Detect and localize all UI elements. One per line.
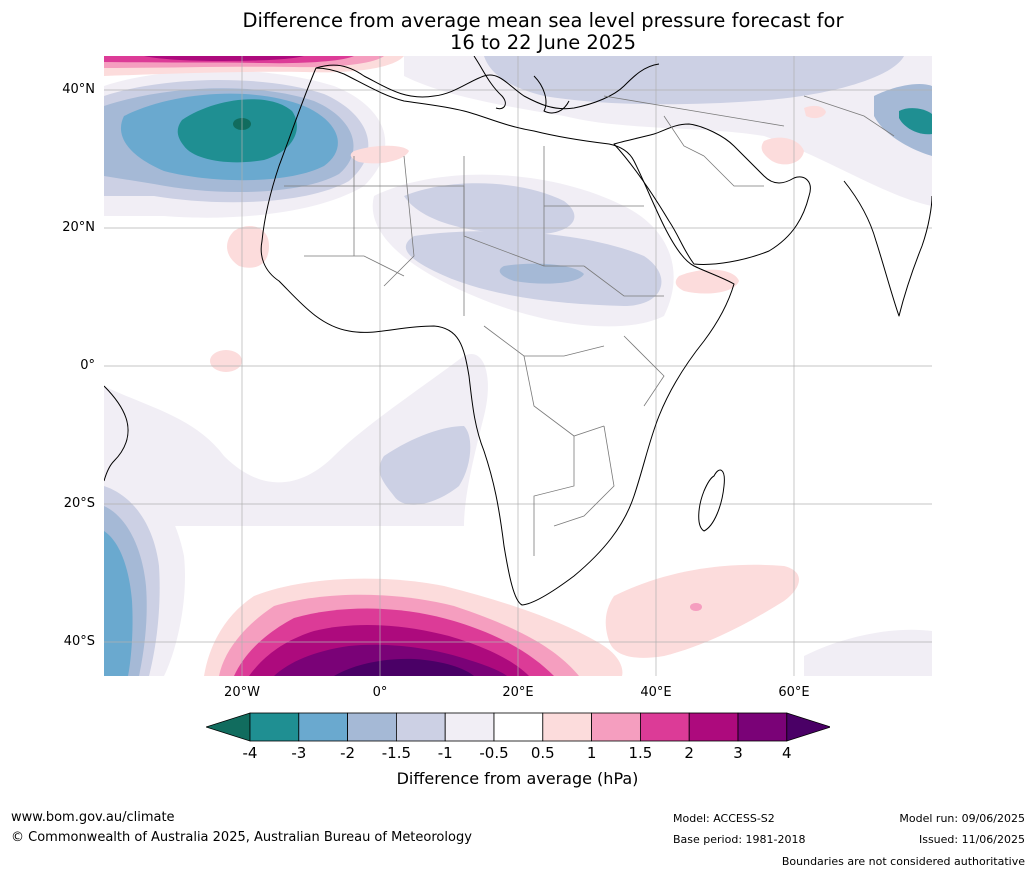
anomaly-horn-africa bbox=[675, 269, 739, 294]
colorbar-tick-label: -4 bbox=[242, 744, 258, 762]
arabia-coastline bbox=[613, 123, 811, 265]
colorbar-extend-low bbox=[206, 712, 251, 742]
colorbar-tick-label: 1.5 bbox=[628, 744, 653, 762]
madagascar-coastline bbox=[698, 469, 725, 532]
lon-label-60e: 60°E bbox=[778, 685, 810, 700]
anomaly-south-indian-ocean bbox=[605, 564, 799, 658]
colorbar-tick-label: 1 bbox=[586, 744, 597, 762]
colorbar-segment bbox=[493, 712, 544, 742]
anomaly-south-indian-spot bbox=[690, 603, 702, 611]
europe-coastline bbox=[315, 63, 660, 110]
south-america-coastline bbox=[104, 385, 129, 482]
anomaly-southeast-light bbox=[804, 629, 932, 676]
lat-label-0: 0° bbox=[80, 358, 95, 373]
lon-label-0: 0° bbox=[372, 685, 388, 700]
lon-label-20e: 20°E bbox=[502, 685, 534, 700]
colorbar-tick-label: -0.5 bbox=[479, 744, 509, 762]
anomaly-arabia-patch bbox=[761, 137, 804, 165]
map-title: Difference from average mean sea level p… bbox=[0, 10, 1035, 54]
greece-coastline bbox=[533, 75, 570, 114]
anomaly-sahara-mid bbox=[404, 183, 575, 235]
colorbar-segments bbox=[206, 712, 830, 742]
colorbar-segment bbox=[347, 712, 397, 742]
italy-coastline bbox=[473, 56, 506, 110]
anomaly-europe-mid bbox=[484, 56, 904, 105]
lat-label-40s: 40°S bbox=[63, 634, 95, 649]
coastlines bbox=[104, 56, 932, 606]
colorbar bbox=[206, 712, 830, 742]
colorbar-segment bbox=[639, 712, 690, 742]
anomaly-persia-patch bbox=[804, 105, 826, 119]
colorbar-tick-label: -1.5 bbox=[381, 744, 412, 762]
anomaly-west-africa-coast bbox=[227, 226, 269, 268]
lat-label-20s: 20°S bbox=[63, 496, 95, 511]
gridlines bbox=[104, 56, 932, 676]
colorbar-tick-label: 4 bbox=[782, 744, 792, 762]
anomaly-top-core bbox=[144, 56, 304, 61]
map-panel bbox=[104, 56, 932, 676]
anomaly-equatorial-atlantic bbox=[210, 350, 242, 372]
colorbar-extend-high bbox=[786, 712, 830, 742]
title-line-1: Difference from average mean sea level p… bbox=[242, 9, 844, 32]
colorbar-segment bbox=[688, 712, 739, 742]
colorbar-tick-label: 2 bbox=[684, 744, 694, 762]
footer-copyright: © Commonwealth of Australia 2025, Austra… bbox=[11, 830, 472, 845]
footer-disclaimer: Boundaries are not considered authoritat… bbox=[781, 855, 1025, 868]
colorbar-segment bbox=[444, 712, 495, 742]
lat-label-40n: 40°N bbox=[62, 82, 95, 97]
lon-label-40e: 40°E bbox=[640, 685, 672, 700]
colorbar-tick-label: -3 bbox=[291, 744, 307, 762]
anomaly-north-atlantic-core bbox=[177, 99, 297, 163]
colorbar-label: Difference from average (hPa) bbox=[396, 769, 639, 788]
africa-coastline bbox=[260, 67, 735, 606]
colorbar-segment bbox=[737, 712, 788, 742]
lon-label-20w: 20°W bbox=[224, 685, 260, 700]
pressure-anomaly-map bbox=[104, 56, 932, 676]
anomaly-south-atlantic-pos-max bbox=[334, 658, 474, 676]
colorbar-tick-label: -1 bbox=[437, 744, 453, 762]
footer-base-period: Base period: 1981-2018 bbox=[673, 833, 806, 846]
colorbar-tick-label: 0.5 bbox=[530, 744, 555, 762]
colorbar-segment bbox=[591, 712, 641, 742]
colorbar-tick-label: 3 bbox=[733, 744, 743, 762]
colorbar-segment bbox=[542, 712, 592, 742]
anomaly-asia-core bbox=[899, 108, 932, 135]
footer-model-run: Model run: 09/06/2025 bbox=[899, 812, 1025, 825]
footer-model: Model: ACCESS-S2 bbox=[673, 812, 775, 825]
lat-label-20n: 20°N bbox=[62, 220, 95, 235]
footer-website: www.bom.gov.au/climate bbox=[11, 810, 175, 825]
colorbar-segment bbox=[298, 712, 349, 742]
anomaly-southwest-atlantic-strong bbox=[104, 531, 133, 676]
country-borders bbox=[284, 95, 895, 556]
anomaly-sahel bbox=[499, 263, 584, 284]
footer-issued: Issued: 11/06/2025 bbox=[918, 833, 1025, 846]
india-coastline bbox=[843, 180, 932, 317]
title-line-2: 16 to 22 June 2025 bbox=[449, 31, 637, 54]
anomaly-south-atlantic-mid bbox=[379, 426, 471, 505]
colorbar-segment bbox=[249, 712, 300, 742]
colorbar-segment bbox=[395, 712, 446, 742]
colorbar-tick-label: -2 bbox=[340, 744, 356, 762]
